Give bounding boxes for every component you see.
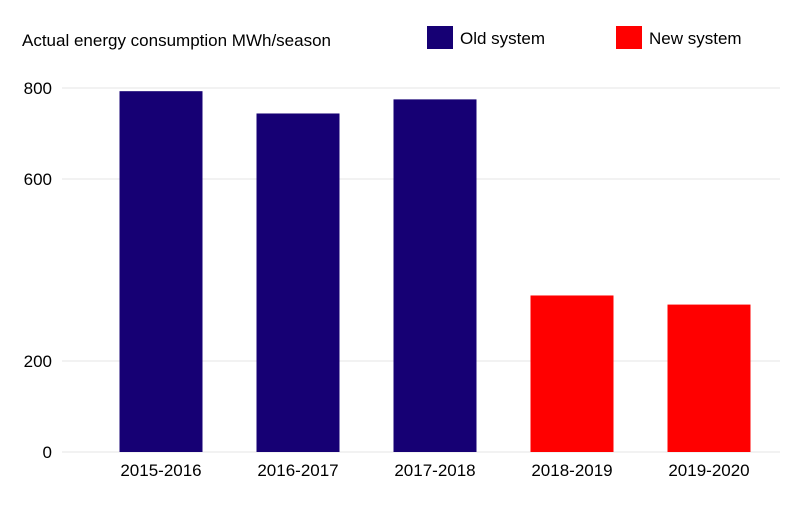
bars: [119, 91, 751, 452]
legend-label-old-system: Old system: [460, 29, 545, 48]
y-tick-label: 200: [24, 352, 52, 371]
x-axis-ticks: 2015-2016 2016-2017 2017-2018 2018-2019 2019…: [120, 461, 749, 480]
y-axis-ticks: 0 200 600 800: [24, 79, 52, 462]
y-tick-label: 600: [24, 170, 52, 189]
legend: Old system New system: [427, 26, 742, 49]
y-tick-label: 0: [43, 443, 52, 462]
chart-title: Actual energy consumption MWh/season: [22, 31, 331, 50]
x-tick-label: 2018-2019: [531, 461, 612, 480]
x-tick-label: 2016-2017: [257, 461, 338, 480]
y-tick-label: 800: [24, 79, 52, 98]
bar-2017-2018: [393, 99, 477, 452]
bar-2016-2017: [256, 113, 340, 452]
x-tick-label: 2015-2016: [120, 461, 201, 480]
x-tick-label: 2017-2018: [394, 461, 475, 480]
bar-2019-2020: [667, 304, 751, 452]
legend-swatch-old-system: [427, 26, 453, 49]
legend-label-new-system: New system: [649, 29, 742, 48]
bar-2018-2019: [530, 295, 614, 452]
legend-swatch-new-system: [616, 26, 642, 49]
x-tick-label: 2019-2020: [668, 461, 749, 480]
bar-2015-2016: [119, 91, 203, 452]
